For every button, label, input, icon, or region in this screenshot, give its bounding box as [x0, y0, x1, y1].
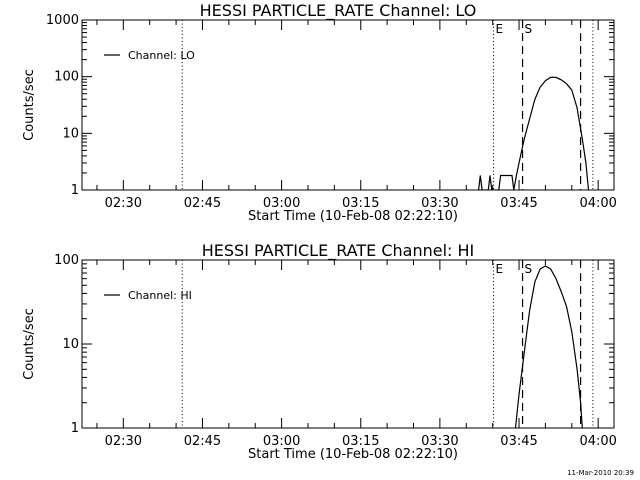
- x-axis-label: Start Time (10-Feb-08 02:22:10): [248, 209, 458, 224]
- y-tick-label: 10: [62, 337, 79, 352]
- y-tick-label: 100: [54, 253, 79, 268]
- legend-label: Channel: LO: [128, 49, 195, 62]
- series-line: [478, 76, 590, 190]
- y-tick-label: 10: [62, 126, 79, 141]
- series-line: [514, 265, 583, 428]
- y-axis-label: Counts/sec: [22, 308, 37, 380]
- x-tick-label: 03:15: [342, 434, 379, 449]
- panel-lo: HESSI PARTICLE_RATE Channel: LO 1 10 100 100…: [22, 1, 617, 224]
- x-tick-label: 04:00: [579, 434, 616, 449]
- x-tick-label: 03:30: [421, 434, 458, 449]
- y-tick-label: 1: [71, 421, 79, 436]
- y-tick-label: 1000: [46, 13, 79, 28]
- y-tick-label: 100: [54, 70, 79, 85]
- chart-title: HESSI PARTICLE_RATE Channel: LO: [200, 1, 477, 21]
- plot-frame: [81, 19, 615, 191]
- chart-title: HESSI PARTICLE_RATE Channel: HI: [202, 241, 475, 261]
- marker-label: S: [525, 262, 533, 276]
- generation-timestamp: 11-Mar-2010 20:39: [567, 469, 634, 477]
- x-axis-label: Start Time (10-Feb-08 02:22:10): [248, 447, 458, 462]
- marker-label: E: [496, 22, 504, 36]
- x-tick-label: 02:30: [105, 196, 142, 211]
- x-tick-label: 02:45: [184, 196, 221, 211]
- y-tick-label: 1: [71, 183, 79, 198]
- x-tick-label: 03:00: [263, 196, 300, 211]
- marker-label: E: [496, 262, 504, 276]
- x-tick-label: 03:45: [500, 196, 537, 211]
- x-tick-label: 02:45: [184, 434, 221, 449]
- x-tick-label: 03:30: [421, 196, 458, 211]
- x-tick-label: 04:00: [579, 196, 616, 211]
- x-tick-label: 02:30: [105, 434, 142, 449]
- legend-label: Channel: HI: [128, 289, 192, 302]
- marker-label: S: [525, 22, 533, 36]
- x-tick-label: 03:00: [263, 434, 300, 449]
- panel-hi: HESSI PARTICLE_RATE Channel: HI 1 10 100 Cou…: [22, 241, 617, 462]
- x-tick-label: 03:15: [342, 196, 379, 211]
- x-tick-label: 03:45: [500, 434, 537, 449]
- y-axis-label: Counts/sec: [22, 69, 37, 141]
